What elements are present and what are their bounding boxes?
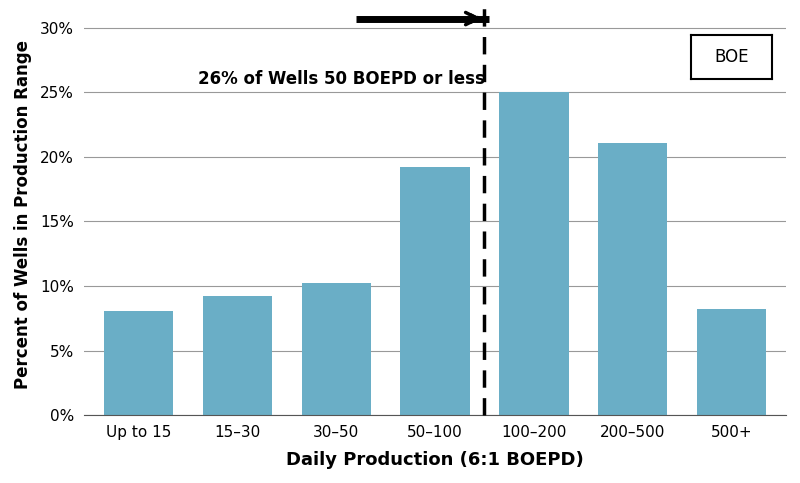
Bar xyxy=(104,311,173,415)
Bar xyxy=(598,142,667,415)
X-axis label: Daily Production (6:1 BOEPD): Daily Production (6:1 BOEPD) xyxy=(286,451,584,469)
Bar xyxy=(302,284,370,415)
Bar xyxy=(202,297,272,415)
Bar xyxy=(697,309,766,415)
Y-axis label: Percent of Wells in Production Range: Percent of Wells in Production Range xyxy=(14,41,32,389)
Text: 26% of Wells 50 BOEPD or less: 26% of Wells 50 BOEPD or less xyxy=(198,70,485,88)
Bar xyxy=(499,92,569,415)
Bar xyxy=(401,167,470,415)
